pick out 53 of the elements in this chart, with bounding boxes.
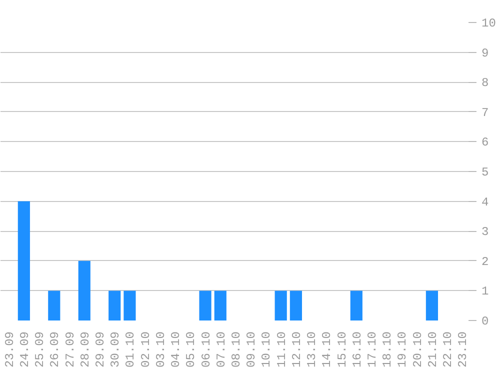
bar	[350, 290, 362, 320]
bar	[214, 290, 226, 320]
x-tick-label: 25.09	[33, 331, 48, 368]
x-tick-label: 26.09	[48, 331, 62, 368]
x-tick-label: 15.10	[335, 331, 350, 368]
x-tick-label: 03.10	[154, 331, 168, 368]
x-tick-label: 10.10	[260, 331, 274, 368]
y-tick-label: 7	[482, 106, 489, 120]
bar	[48, 290, 60, 320]
x-tick-label: 20.10	[410, 331, 425, 368]
x-tick-label: 22.10	[441, 331, 456, 368]
bar	[426, 290, 438, 320]
y-tick-label: 9	[482, 46, 489, 60]
x-tick-label: 16.10	[350, 331, 364, 368]
x-tick-label: 12.10	[290, 331, 304, 368]
x-tick-label: 21.10	[426, 331, 440, 368]
x-tick-label: 30.09	[108, 331, 123, 368]
x-tick-label: 02.10	[138, 331, 153, 368]
x-tick-label: 08.10	[230, 331, 244, 368]
y-tick-label: 5	[482, 166, 489, 180]
x-tick-label: 23.10	[456, 331, 470, 368]
y-tick-label: 3	[482, 225, 489, 240]
y-tick-label: 8	[482, 76, 489, 90]
y-tick-label: 6	[482, 136, 489, 150]
bar	[108, 290, 121, 320]
x-tick-label: 24.09	[18, 331, 32, 368]
x-tick-label: 01.10	[124, 331, 138, 368]
x-tick-label: 17.10	[366, 331, 380, 368]
bar	[274, 290, 287, 320]
bar	[199, 290, 212, 320]
y-tick-label: 10	[482, 16, 496, 30]
x-tick-label: 23.09	[2, 331, 17, 368]
x-tick-label: 27.09	[63, 331, 78, 368]
x-tick-label: 14.10	[320, 331, 334, 368]
bar	[290, 290, 302, 320]
y-tick-label: 1	[482, 284, 489, 299]
x-tick-label: 07.10	[214, 331, 228, 368]
x-tick-label: 11.10	[274, 331, 289, 368]
y-tick-label: 4	[482, 195, 489, 210]
y-tick-label: 2	[482, 254, 489, 269]
x-tick-label: 19.10	[396, 331, 410, 368]
x-tick-label: 13.10	[305, 331, 320, 368]
x-tick-label: 28.09	[78, 331, 92, 368]
x-tick-label: 05.10	[184, 331, 198, 368]
x-tick-label: 18.10	[380, 331, 395, 368]
y-tick-label: 0	[482, 314, 489, 328]
x-tick-label: 06.10	[199, 331, 214, 368]
bar	[18, 201, 30, 320]
x-tick-label: 29.09	[93, 331, 108, 368]
x-tick-label: 04.10	[169, 331, 184, 368]
bar	[124, 290, 136, 320]
x-tick-label: 09.10	[244, 331, 259, 368]
bar	[78, 260, 90, 320]
